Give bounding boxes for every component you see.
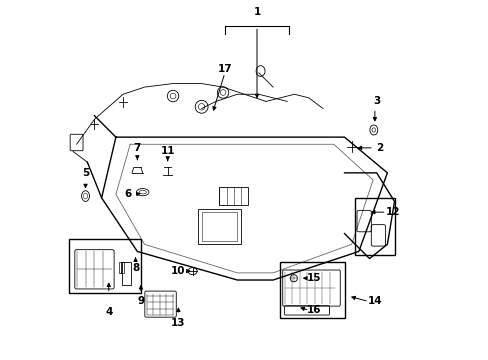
Text: 13: 13 — [171, 318, 185, 328]
Text: 8: 8 — [132, 262, 139, 273]
Text: 15: 15 — [306, 273, 321, 283]
Text: 4: 4 — [105, 307, 112, 317]
Bar — [69, 239, 141, 293]
Text: 2: 2 — [376, 143, 383, 153]
Text: 17: 17 — [217, 64, 232, 74]
Text: 6: 6 — [124, 189, 132, 199]
Text: 3: 3 — [372, 96, 380, 107]
Bar — [280, 262, 344, 318]
Text: 5: 5 — [82, 168, 89, 178]
Bar — [219, 187, 247, 205]
Text: 10: 10 — [171, 266, 185, 276]
Text: 12: 12 — [385, 207, 399, 217]
Bar — [198, 208, 241, 244]
Text: 14: 14 — [367, 296, 382, 306]
Text: 9: 9 — [137, 296, 144, 306]
Text: 16: 16 — [306, 305, 321, 315]
Text: 1: 1 — [253, 7, 260, 17]
Bar — [122, 262, 131, 285]
Bar — [354, 198, 394, 255]
Bar — [119, 262, 123, 273]
Bar — [201, 212, 237, 241]
Text: 11: 11 — [160, 147, 175, 157]
Text: 7: 7 — [133, 143, 141, 153]
